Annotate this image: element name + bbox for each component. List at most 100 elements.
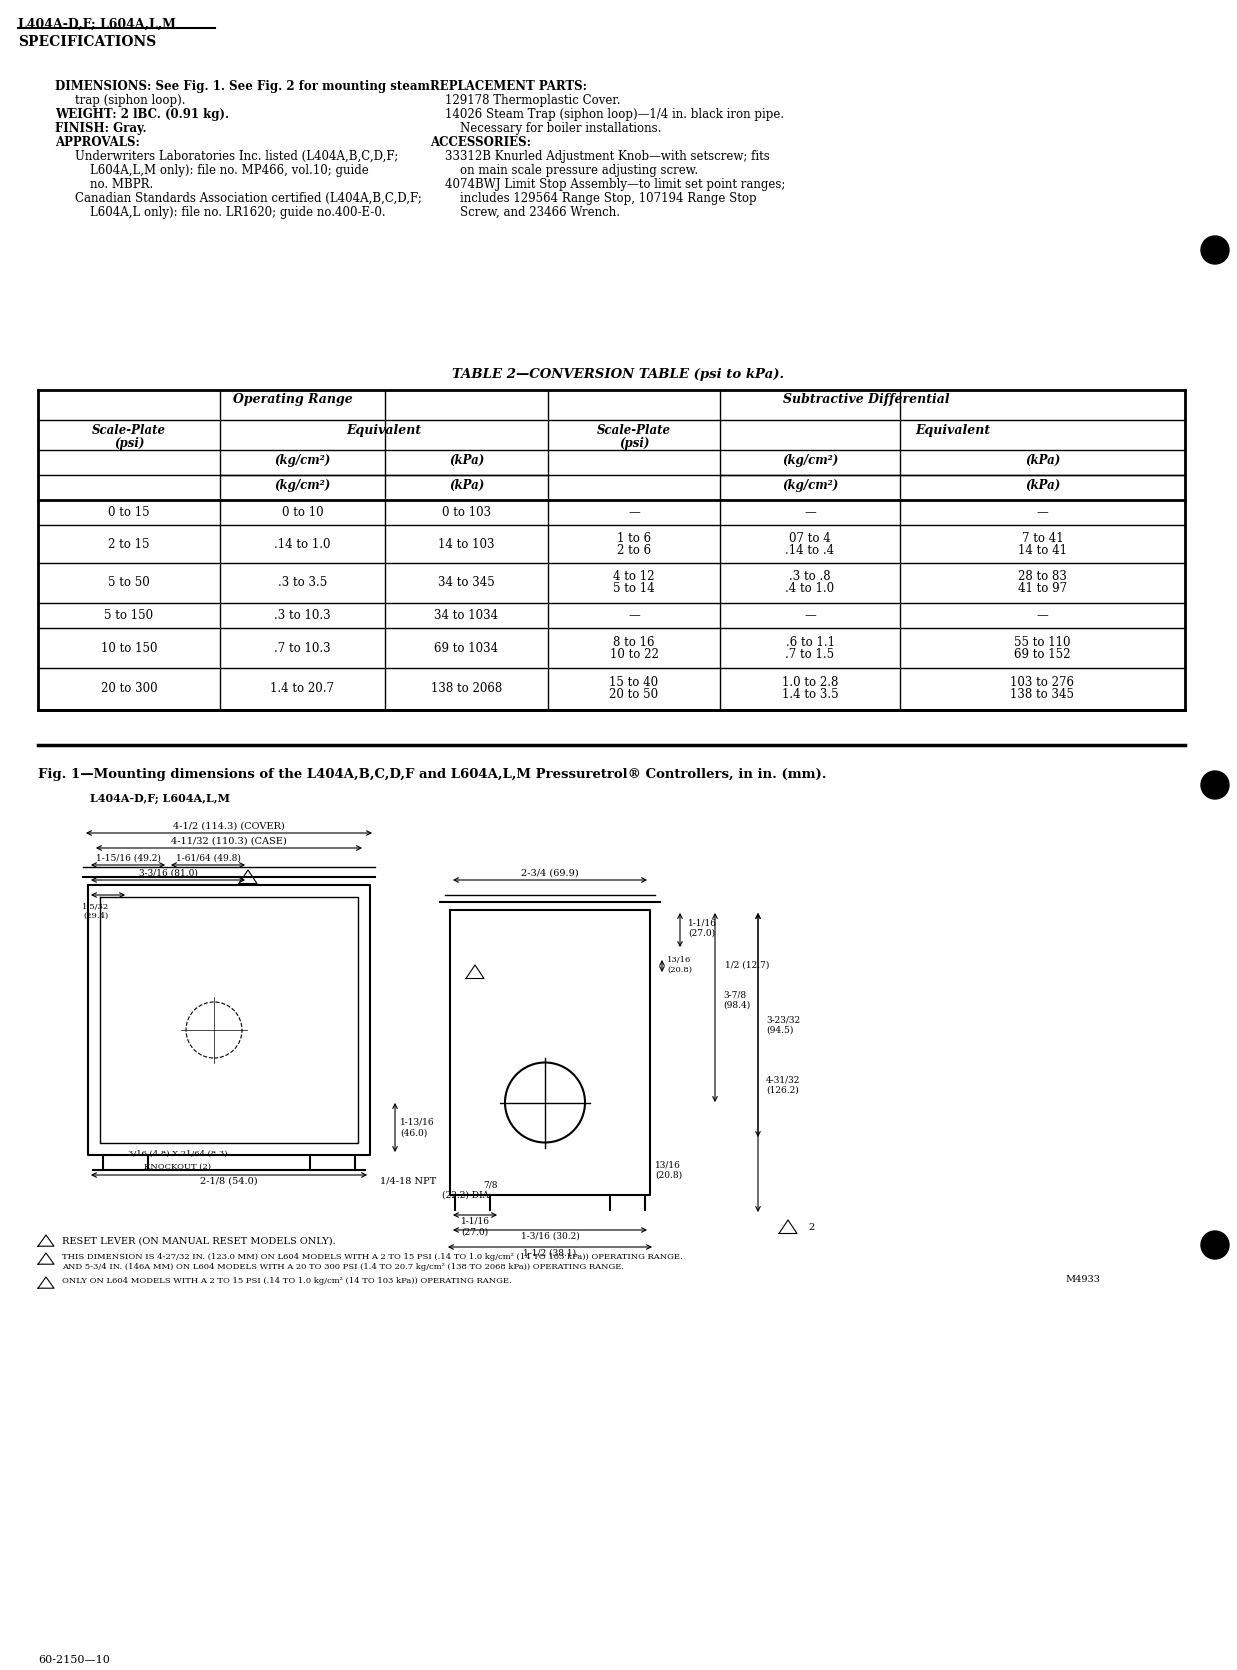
Text: REPLACEMENT PARTS:: REPLACEMENT PARTS: [430,80,588,94]
Text: 0 to 10: 0 to 10 [282,506,323,519]
Text: 34 to 345: 34 to 345 [438,576,495,590]
Text: Screw, and 23466 Wrench.: Screw, and 23466 Wrench. [460,205,620,219]
Text: Scale-Plate: Scale-Plate [92,424,166,438]
Text: (kg/cm²): (kg/cm²) [782,479,839,493]
Text: 1-15/16 (49.2): 1-15/16 (49.2) [95,853,161,863]
Text: (kPa): (kPa) [1025,479,1060,493]
Text: 5 to 50: 5 to 50 [108,576,150,590]
Text: on main scale pressure adjusting screw.: on main scale pressure adjusting screw. [460,164,698,177]
Text: 5 to 14: 5 to 14 [614,583,654,596]
Text: .7 to 10.3: .7 to 10.3 [275,641,330,655]
Text: WEIGHT: 2 lBC. (0.91 kg).: WEIGHT: 2 lBC. (0.91 kg). [54,109,229,120]
Text: —: — [1037,506,1049,519]
Text: .6 to 1.1: .6 to 1.1 [785,636,835,648]
Text: Scale-Plate: Scale-Plate [597,424,670,438]
Text: 2-3/4 (69.9): 2-3/4 (69.9) [521,868,579,878]
Text: 0 to 15: 0 to 15 [108,506,150,519]
Text: 4 to 12: 4 to 12 [614,571,654,583]
Text: ACCESSORIES:: ACCESSORIES: [430,135,531,149]
Text: .7 to 1.5: .7 to 1.5 [785,648,835,661]
Text: (kg/cm²): (kg/cm²) [275,454,330,468]
Text: 13/16
(20.8): 13/16 (20.8) [656,1161,682,1179]
Text: 1-1/16
(27.0): 1-1/16 (27.0) [460,1217,490,1236]
Text: 2-1/8 (54.0): 2-1/8 (54.0) [200,1177,257,1186]
Text: 55 to 110: 55 to 110 [1014,636,1071,648]
Text: 15 to 40: 15 to 40 [610,676,658,690]
Text: (kPa): (kPa) [449,454,484,468]
Circle shape [1201,235,1230,264]
Text: 1.0 to 2.8: 1.0 to 2.8 [782,676,839,690]
Text: 138 to 2068: 138 to 2068 [430,683,502,695]
Text: no. MBPR.: no. MBPR. [90,179,153,190]
Text: Equivalent: Equivalent [346,424,422,438]
Circle shape [1201,772,1230,798]
Text: 20 to 300: 20 to 300 [100,683,157,695]
Text: 4-1/2 (114.3) (COVER): 4-1/2 (114.3) (COVER) [173,822,285,832]
Text: Subtractive Differential: Subtractive Differential [783,392,950,406]
Text: 1-3/16 (30.2): 1-3/16 (30.2) [521,1232,579,1241]
Text: Operating Range: Operating Range [233,392,353,406]
Text: 14 to 103: 14 to 103 [438,538,495,551]
Text: (psi): (psi) [114,438,145,449]
Text: Canadian Standards Association certified (L404A,B,C,D,F;: Canadian Standards Association certified… [75,192,422,205]
Text: —: — [628,610,640,621]
Text: 10 to 150: 10 to 150 [100,641,157,655]
Text: —: — [804,610,816,621]
Text: 34 to 1034: 34 to 1034 [434,610,499,621]
Text: 69 to 1034: 69 to 1034 [434,641,499,655]
Text: DIMENSIONS: See Fig. 1. See Fig. 2 for mounting steam: DIMENSIONS: See Fig. 1. See Fig. 2 for m… [54,80,430,94]
Text: 41 to 97: 41 to 97 [1018,583,1068,596]
Text: (psi): (psi) [618,438,649,449]
Text: —: — [804,506,816,519]
Text: 1/4-18 NPT: 1/4-18 NPT [380,1177,437,1186]
Text: .3 to 3.5: .3 to 3.5 [278,576,327,590]
Text: 2 to 15: 2 to 15 [109,538,150,551]
Text: 2: 2 [808,1222,814,1232]
Text: 20 to 50: 20 to 50 [610,688,658,701]
Text: 4-11/32 (110.3) (CASE): 4-11/32 (110.3) (CASE) [171,837,287,847]
Text: 3-23/32
(94.5): 3-23/32 (94.5) [766,1015,800,1035]
Text: .14 to .4: .14 to .4 [785,543,835,556]
Text: SPECIFICATIONS: SPECIFICATIONS [19,35,156,48]
Text: (kPa): (kPa) [1025,454,1060,468]
Text: 3-7/8
(98.4): 3-7/8 (98.4) [722,990,751,1010]
Text: —: — [628,506,640,519]
Text: Equivalent: Equivalent [915,424,990,438]
Text: L604A,L only): file no. LR1620; guide no.400-E-0.: L604A,L only): file no. LR1620; guide no… [90,205,386,219]
Text: —: — [1037,610,1049,621]
Text: 10 to 22: 10 to 22 [610,648,658,661]
Text: 4-31/32
(126.2): 4-31/32 (126.2) [766,1075,800,1096]
Text: 4074BWJ Limit Stop Assembly—to limit set point ranges;: 4074BWJ Limit Stop Assembly—to limit set… [445,179,785,190]
Text: ONLY ON L604 MODELS WITH A 2 TO 15 PSI (.14 TO 1.0 kg/cm² (14 TO 103 kPa)) OPERA: ONLY ON L604 MODELS WITH A 2 TO 15 PSI (… [62,1278,512,1284]
Text: RESET LEVER (ON MANUAL RESET MODELS ONLY).: RESET LEVER (ON MANUAL RESET MODELS ONLY… [62,1237,335,1246]
Text: M4933: M4933 [1065,1274,1100,1284]
Text: (kg/cm²): (kg/cm²) [782,454,839,468]
Text: trap (siphon loop).: trap (siphon loop). [75,94,186,107]
Text: 2 to 6: 2 to 6 [617,543,651,556]
Text: 5 to 150: 5 to 150 [104,610,153,621]
Text: 1 to 6: 1 to 6 [617,531,651,544]
Text: 1-5/32
(29.4): 1-5/32 (29.4) [83,903,110,920]
Text: 3/16 (4.8) X 21/64 (8.3): 3/16 (4.8) X 21/64 (8.3) [129,1151,228,1157]
Text: AND 5-3/4 IN. (146A MM) ON L604 MODELS WITH A 20 TO 300 PSI (1.4 TO 20.7 kg/cm² : AND 5-3/4 IN. (146A MM) ON L604 MODELS W… [62,1263,623,1271]
Text: THIS DIMENSION IS 4-27/32 IN. (123.0 MM) ON L604 MODELS WITH A 2 TO 15 PSI (.14 : THIS DIMENSION IS 4-27/32 IN. (123.0 MM)… [62,1252,683,1261]
Text: (kPa): (kPa) [449,479,484,493]
Text: 14026 Steam Trap (siphon loop)—1/4 in. black iron pipe.: 14026 Steam Trap (siphon loop)—1/4 in. b… [445,109,784,120]
Text: 138 to 345: 138 to 345 [1011,688,1075,701]
Text: (kg/cm²): (kg/cm²) [275,479,330,493]
Text: 1.4 to 20.7: 1.4 to 20.7 [271,683,334,695]
Text: L604A,L,M only): file no. MP466, vol.10; guide: L604A,L,M only): file no. MP466, vol.10;… [90,164,369,177]
Text: 103 to 276: 103 to 276 [1011,676,1075,690]
Text: Fig. 1—Mounting dimensions of the L404A,B,C,D,F and L604A,L,M Pressuretrol® Cont: Fig. 1—Mounting dimensions of the L404A,… [38,768,826,782]
Text: .14 to 1.0: .14 to 1.0 [275,538,330,551]
Text: 8 to 16: 8 to 16 [614,636,654,648]
Text: 1-13/16
(46.0): 1-13/16 (46.0) [400,1117,434,1137]
Text: APPROVALS:: APPROVALS: [54,135,140,149]
Text: FINISH: Gray.: FINISH: Gray. [54,122,147,135]
Text: 129178 Thermoplastic Cover.: 129178 Thermoplastic Cover. [445,94,621,107]
Text: 1/2 (12.7): 1/2 (12.7) [725,960,769,970]
Text: 69 to 152: 69 to 152 [1014,648,1071,661]
Text: includes 129564 Range Stop, 107194 Range Stop: includes 129564 Range Stop, 107194 Range… [460,192,757,205]
Text: 14 to 41: 14 to 41 [1018,543,1068,556]
Text: 1-1/2 (38.1): 1-1/2 (38.1) [523,1249,576,1258]
